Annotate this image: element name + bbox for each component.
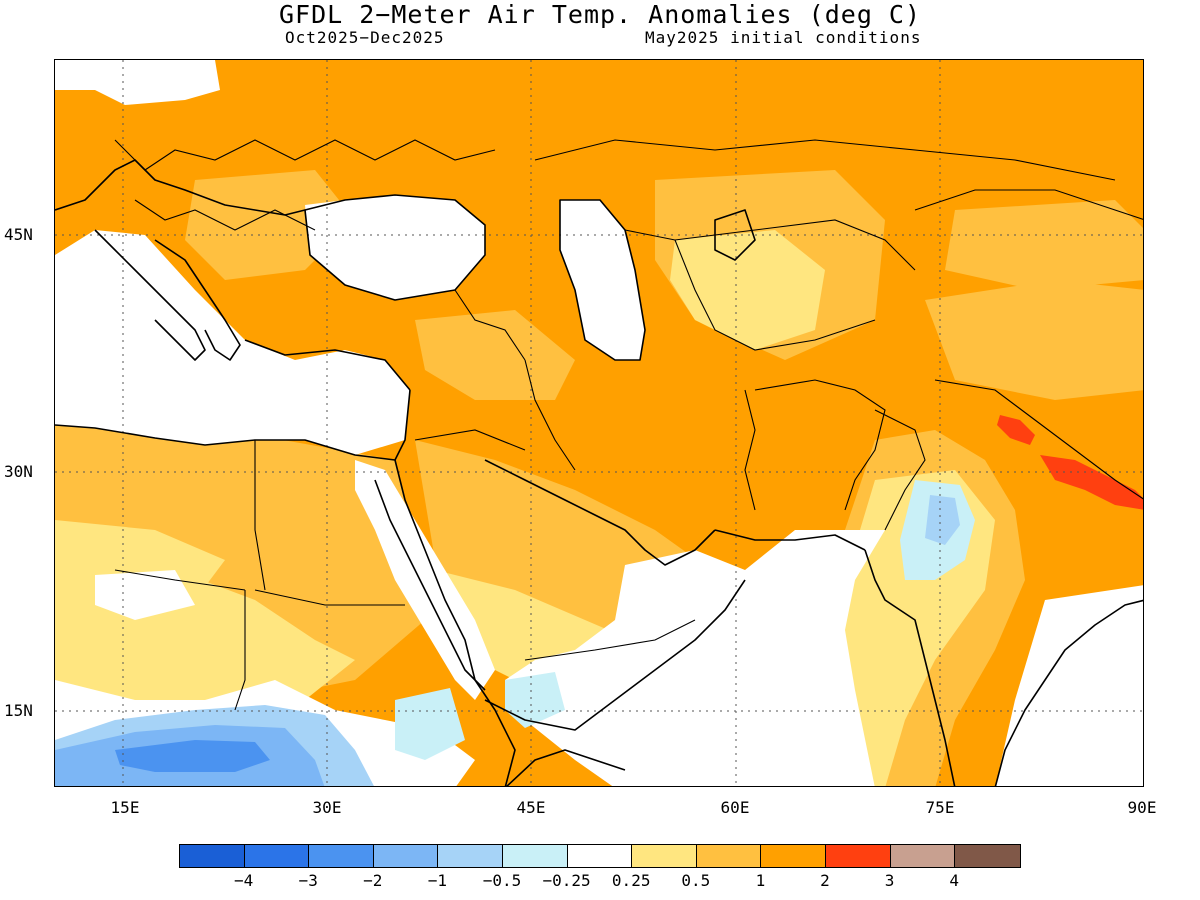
lon-label-15e: 15E (110, 798, 140, 817)
colorbar-swatch (696, 845, 762, 867)
lat-label-45n: 45N (4, 225, 33, 244)
coastline-black-sea (304, 194, 486, 301)
colorbar-tick-label: −4 (233, 871, 254, 890)
border-sahara-east (254, 440, 266, 591)
anomaly-region-neutral-bay-of-bengal (995, 585, 1143, 786)
colorbar-swatch (567, 845, 633, 867)
lon-label-30e: 30E (312, 798, 342, 817)
border-china-mongolia (914, 189, 1143, 220)
border-europe-internal (114, 139, 496, 171)
lon-label-75e: 75E (925, 798, 955, 817)
coastline-italy (94, 229, 206, 361)
colorbar-swatch (761, 845, 826, 867)
colorbar-swatch (438, 845, 503, 867)
coastline-arabia-south (484, 579, 746, 731)
coastline-india-east (994, 599, 1143, 786)
lat-label-15n: 15N (4, 701, 33, 720)
colorbar-tick-label: −0.25 (542, 871, 591, 890)
border-afghanistan-pakistan (754, 379, 886, 511)
coastline-north-africa (55, 424, 396, 461)
coastline-levant (394, 389, 411, 461)
anomaly-map (54, 59, 1144, 787)
border-turkey-east (454, 289, 526, 361)
anomaly-region-warm-strong-kashmir (997, 415, 1035, 445)
anomaly-region-neutral-north-europe (55, 60, 220, 105)
border-russia-kazakhstan (534, 139, 1116, 181)
anomaly-region-warm-weak-tibet (925, 280, 1143, 400)
coastline-horn-of-africa (505, 749, 626, 786)
colorbar-swatch (244, 845, 310, 867)
colorbar-tick-label: 0.25 (611, 871, 651, 890)
colorbar-swatch (180, 845, 245, 867)
anomaly-region-neutral-mediterranean (55, 230, 410, 455)
border-india-nepal-china (934, 379, 1143, 500)
colorbar-tick-label: 0.5 (681, 871, 711, 890)
colorbar-legend (179, 844, 1021, 868)
colorbar-tick-label: 3 (884, 871, 895, 890)
border-europe-internal-2 (134, 199, 316, 231)
coastline-red-sea-west (394, 459, 516, 786)
map-title: GFDL 2−Meter Air Temp. Anomalies (deg C) (278, 0, 922, 29)
border-central-asia (674, 239, 876, 351)
colorbar-tick-label: −2 (363, 871, 383, 890)
anomaly-region-warm-faint-central-asia (670, 230, 825, 350)
anomaly-region-cold-faint-ethiopia (395, 688, 465, 760)
coastline-aral-sea (714, 209, 756, 261)
colorbar-swatch (502, 845, 568, 867)
colorbar-tick-label: −3 (298, 871, 318, 890)
border-saudi-north (414, 429, 526, 451)
colorbar-swatch (955, 845, 1020, 867)
anomaly-region-warm-weak-iran (415, 310, 575, 400)
coastline-turkey-south (244, 339, 411, 391)
coastline-caspian (559, 199, 646, 361)
colorbar-swatch (632, 845, 697, 867)
coastline-balkans-greece (154, 239, 241, 361)
lon-label-45e: 45E (516, 798, 546, 817)
anomaly-region-neutral-gulf-patch (95, 570, 195, 620)
coastline-red-sea-east (374, 479, 486, 691)
colorbar-swatch (309, 845, 374, 867)
colorbar-swatch (890, 845, 956, 867)
anomaly-region-warm-strong-himalaya (1040, 455, 1143, 510)
anomaly-region-warm-weak-mongolia (945, 200, 1143, 290)
colorbar-swatch (373, 845, 439, 867)
anomaly-region-neutral-arabian-sea (505, 530, 885, 786)
border-saudi-yemen (524, 619, 696, 661)
border-sudan-chad (234, 590, 246, 711)
lon-label-60e: 60E (720, 798, 750, 817)
anomaly-map-canvas (55, 60, 1143, 786)
coastline-iran-south (714, 529, 866, 551)
lat-label-30n: 30N (4, 462, 33, 481)
anomaly-region-cold-weak-central-india (925, 495, 960, 545)
lon-label-90e: 90E (1127, 798, 1157, 817)
forecast-period: Oct2025−Dec2025 (285, 28, 445, 47)
colorbar-tick-label: 4 (949, 871, 960, 890)
coastline-persian-gulf (484, 459, 716, 566)
colorbar-tick-label: −1 (427, 871, 448, 890)
coastline-india-west (864, 549, 956, 786)
anomaly-region-neutral-black-sea (305, 195, 485, 300)
border-india-pakistan (874, 409, 926, 531)
colorbar-tick-label: −0.5 (482, 871, 522, 890)
colorbar-swatch (825, 845, 891, 867)
border-iran-iraq (524, 359, 576, 471)
border-libya-egypt (254, 589, 405, 606)
border-niger-chad (114, 569, 246, 591)
anomaly-region-cold-strong-sahel (115, 740, 270, 772)
anomaly-region-cold-faint-horn (505, 672, 565, 728)
initial-conditions: May2025 initial conditions (645, 28, 922, 47)
border-kazakhstan-south (624, 219, 916, 271)
colorbar-tick-label: 2 (820, 871, 830, 890)
border-iran-afghanistan (744, 389, 756, 511)
colorbar-tick-label: 1 (755, 871, 766, 890)
